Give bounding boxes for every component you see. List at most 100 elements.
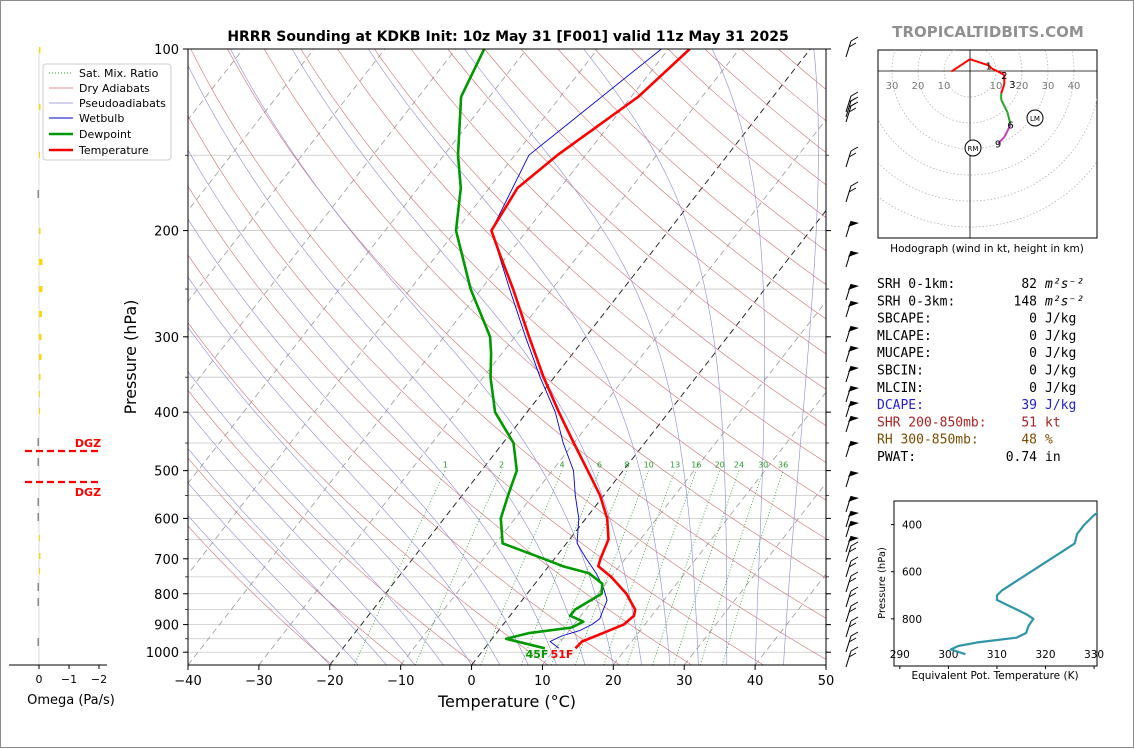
- wind-barb-flag: [848, 521, 859, 527]
- omega-bar: [39, 228, 41, 234]
- hodograph-segment: [960, 58, 971, 67]
- omega-bar: [39, 535, 40, 541]
- isotherm: [683, 482, 826, 665]
- omega-bar: [39, 568, 40, 574]
- mixing-ratio-label: 13: [670, 461, 680, 470]
- stat-label: PWAT:: [877, 450, 916, 465]
- dry-adiabat: [227, 49, 826, 619]
- stat-unit: %: [1045, 433, 1053, 448]
- omega-bar: [39, 391, 40, 397]
- wind-barb-feather: [850, 101, 859, 107]
- stat-value: 51: [1021, 415, 1037, 430]
- left-mover-label: LM: [1030, 115, 1040, 123]
- moist-adiabat: [464, 49, 699, 665]
- stat-label: SBCIN:: [877, 364, 924, 379]
- omega-bar: [39, 152, 40, 158]
- stat-unit: kt: [1045, 415, 1061, 430]
- hodograph-segment: [1000, 83, 1006, 94]
- stats-table: SRH 0-1km: 82 m²s⁻² SRH 0-3km: 148 m²s⁻² SBCAP…: [877, 277, 1084, 465]
- theta-e-y-tick-label: 600: [902, 567, 922, 579]
- mixing-ratio-label: 16: [691, 461, 701, 470]
- hodograph-segment: [991, 67, 999, 73]
- legend-wetbulb: Wetbulb: [79, 112, 124, 125]
- theta-e-x-tick-label: 320: [1035, 649, 1055, 661]
- legend-pseudoadiabats: Pseudoadiabats: [79, 97, 166, 110]
- skewt-background: [188, 49, 826, 665]
- dry-adiabat: [188, 254, 621, 665]
- wind-barb-flag: [848, 441, 859, 447]
- y-tick-label: 900: [154, 619, 179, 634]
- wind-barb-feather: [850, 631, 859, 637]
- dry-adiabat: [300, 49, 826, 540]
- mixing-ratio-line: [626, 470, 697, 665]
- wind-barb-flag: [848, 536, 859, 542]
- wind-barb-feather: [848, 107, 857, 113]
- y-tick-label: 300: [154, 331, 179, 346]
- dry-adiabat: [188, 525, 333, 665]
- wind-barb-staff: [845, 105, 852, 123]
- hodograph-segment: [987, 64, 993, 70]
- omega-tick-label: 0: [36, 673, 43, 686]
- wind-barb-feather: [850, 646, 859, 652]
- omega-bar: [39, 47, 41, 53]
- moist-adiabat: [230, 49, 614, 665]
- legend: Sat. Mix. Ratio Dry Adiabats Pseudoadiab…: [42, 63, 172, 161]
- hodograph-frame: [877, 49, 1098, 239]
- hodograph-segment: [1006, 111, 1012, 125]
- dgz-label-bottom: DGZ: [75, 486, 101, 499]
- omega-bar: [39, 408, 40, 414]
- wind-barb-staff: [845, 545, 852, 563]
- moist-adiabat: [188, 371, 444, 665]
- mixing-ratio-line: [652, 470, 721, 665]
- wind-barb-feather: [850, 181, 859, 187]
- moist-adiabat: [188, 411, 416, 665]
- stat-unit: J/kg: [1045, 364, 1076, 379]
- theta-e-y-tick-label: 800: [902, 614, 922, 626]
- stat-value: 148: [1014, 294, 1037, 309]
- omega-bar: [39, 374, 41, 380]
- skewt-profiles: [454, 49, 691, 650]
- dry-adiabat: [410, 49, 826, 427]
- omega-tick-label: −1: [61, 673, 77, 686]
- mixing-ratio-label: 8: [624, 461, 629, 470]
- stat-label: RH 300-850mb:: [877, 433, 979, 448]
- hodograph-ring-label: 30: [1042, 81, 1055, 92]
- wind-barb-feather: [850, 616, 859, 622]
- wind-barb-feather: [850, 556, 859, 562]
- hodograph-segment: [997, 136, 1006, 145]
- wind-barb-feather: [850, 36, 859, 42]
- mixing-ratio-label: 24: [734, 461, 744, 470]
- moist-adiabat: [188, 448, 387, 665]
- theta-e-x-tick-label: 310: [987, 649, 1007, 661]
- x-tick-label: −10: [387, 674, 414, 689]
- chart-title: HRRR Sounding at KDKB Init: 10z May 31 […: [227, 29, 788, 45]
- wind-barb-staff: [845, 560, 852, 578]
- wind-barb-feather: [848, 152, 857, 158]
- legend-mixing-ratio: Sat. Mix. Ratio: [79, 67, 159, 80]
- moist-adiabat: [188, 514, 331, 665]
- omega-bar-negative: [37, 638, 39, 646]
- stat-unit: m²s⁻²: [1044, 277, 1084, 292]
- stat-unit: in: [1045, 450, 1061, 465]
- isotherm: [188, 49, 598, 575]
- stat-unit: J/kg: [1045, 381, 1076, 396]
- wind-barb-feather: [850, 146, 859, 152]
- skewt-frame: [187, 48, 827, 666]
- moist-adiabat: [188, 482, 359, 665]
- moist-adiabat: [583, 49, 728, 665]
- y-tick-label: 500: [154, 465, 179, 480]
- stat-label: SHR 200-850mb:: [877, 415, 987, 430]
- omega-tick-label: −2: [91, 673, 107, 686]
- stat-label: SRH 0-1km:: [877, 277, 955, 292]
- stat-unit: J/kg: [1045, 329, 1076, 344]
- stat-value: 82: [1021, 277, 1037, 292]
- wind-barb-feather: [848, 592, 857, 598]
- wind-barb-flag: [848, 496, 859, 502]
- wind-barb-feather: [848, 652, 857, 658]
- legend-dewpoint: Dewpoint: [79, 128, 132, 141]
- isotherm: [188, 49, 669, 665]
- dry-adiabat: [447, 49, 826, 390]
- wind-barb-flag: [848, 284, 859, 290]
- hodograph-height-label: 3: [1009, 80, 1015, 91]
